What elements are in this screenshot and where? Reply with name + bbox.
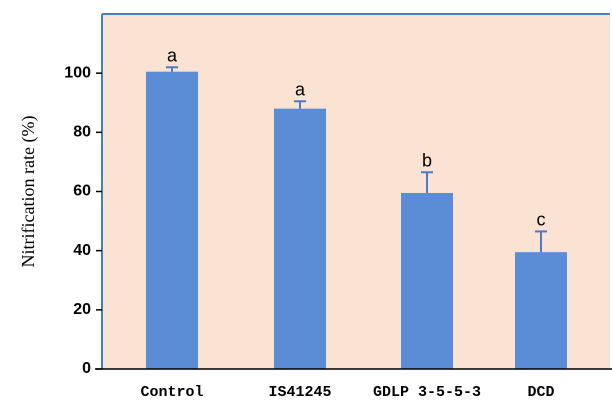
bar-gdlp-3-5-5-3 <box>401 192 453 369</box>
significance-label: b <box>422 150 432 170</box>
bars <box>146 71 567 370</box>
y-tick-label: 0 <box>82 360 91 377</box>
significance-label: a <box>167 45 178 65</box>
bar-control <box>146 71 198 369</box>
x-tick-label: IS41245 <box>268 384 331 401</box>
bar-dcd <box>515 252 567 369</box>
x-tick-label: Control <box>140 384 203 401</box>
x-tick-label: DCD <box>527 384 554 401</box>
y-tick-label: 80 <box>73 124 91 141</box>
significance-labels: a a b c <box>167 45 546 229</box>
bar-is41245 <box>274 108 326 370</box>
y-axis-ticks: 0 20 40 60 80 100 <box>64 64 102 377</box>
y-tick-label: 60 <box>73 183 91 200</box>
x-tick-label: GDLP 3-5-5-3 <box>373 384 481 401</box>
significance-label: c <box>537 209 546 229</box>
significance-label: a <box>295 79 306 99</box>
y-tick-label: 40 <box>73 242 91 259</box>
y-tick-label: 20 <box>73 301 91 318</box>
x-axis-ticks: Control IS41245 GDLP 3-5-5-3 DCD <box>140 384 554 401</box>
error-bars <box>166 66 547 253</box>
y-tick-label: 100 <box>64 64 91 81</box>
y-axis-label: Nitrification rate (%) <box>18 116 39 268</box>
